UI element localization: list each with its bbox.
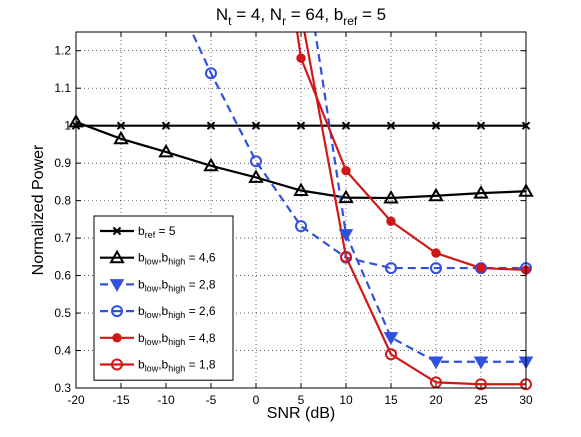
x-tick-label: 30 [519,393,533,407]
y-tick-label: 0.7 [54,231,71,245]
chart-title: Nt = 4, Nr = 64, bref = 5 [216,5,386,28]
data-point-2 [473,185,489,199]
y-tick-label: 0.4 [54,344,71,358]
x-tick-label: 10 [339,393,353,407]
data-point-1 [161,121,171,130]
data-point-2 [248,169,264,183]
y-tick-label: 0.3 [54,381,71,395]
data-point-1 [431,121,441,130]
data-point-5 [431,248,441,258]
data-point-5 [386,216,396,226]
data-point-1 [341,121,351,130]
data-point-1 [386,121,396,130]
y-axis-label: Normalized Power [30,144,47,275]
legend-marker [109,249,125,264]
data-point-5 [341,165,351,176]
x-tick-label: 25 [474,393,488,407]
data-point-6 [340,250,352,263]
data-point-1 [116,121,126,130]
data-point-4 [250,155,262,168]
data-point-4 [475,262,487,275]
data-point-3 [428,356,444,370]
data-point-2 [203,157,219,172]
data-point-1 [251,121,261,130]
legend-entry-label: blow,bhigh = 2,6 [138,304,216,320]
legend-marker [112,226,122,236]
data-point-5 [476,263,486,273]
y-tick-label: 1 [64,119,71,133]
y-tick-label: 1.2 [54,44,71,58]
y-tick-label: 0.5 [54,306,71,320]
plot-frame [75,31,527,389]
x-tick-label: -5 [206,393,217,407]
data-point-3 [338,229,354,242]
y-tick-label: 0.6 [54,269,71,283]
data-point-6 [475,378,487,391]
legend-entry-label: blow,bhigh = 4,8 [138,331,216,347]
x-tick-label: -15 [112,393,130,407]
data-point-4 [385,262,397,275]
data-point-2 [338,189,354,204]
data-point-1 [476,121,486,130]
data-point-5 [296,53,306,63]
x-tick-label: 20 [429,393,443,407]
x-tick-label: -20 [67,393,85,407]
data-point-2 [113,130,129,145]
data-point-2 [293,182,309,197]
marker-layer [68,53,534,391]
x-tick-label: 0 [253,393,260,407]
x-axis-label: SNR (dB) [267,405,335,422]
data-point-6 [430,376,442,389]
axis-ticks [75,32,527,389]
data-point-6 [385,348,397,361]
y-tick-labels: 0.3 0.4 0.5 0.6 0.7 0.8 0.9 1 1.1 1.2 [54,44,71,395]
x-tick-label: -10 [157,393,175,407]
data-point-2 [383,189,399,204]
data-point-3 [383,332,399,345]
legend-entry-label: blow,bhigh = 2,8 [138,277,216,293]
legend-box [93,215,234,381]
data-point-1 [206,121,216,130]
data-point-1 [296,121,306,130]
data-point-2 [428,187,444,202]
series-line-6 [303,32,526,386]
legend-marker [111,305,123,318]
series-line-3 [314,32,526,363]
y-tick-label: 1.1 [54,81,71,95]
legend: bref = 5 blow,bhigh = 4,6 blow,bhigh = 2,8… [93,215,234,381]
legend-marker [111,358,123,371]
y-tick-label: 0.8 [54,194,71,208]
data-point-4 [205,67,217,80]
x-tick-label: 5 [298,393,305,407]
legend-entry-label: blow,bhigh = 1,8 [138,358,216,374]
y-tick-label: 0.9 [54,156,71,170]
x-tick-label: 15 [384,393,398,407]
legend-entry-label: bref = 5 [138,224,176,240]
data-point-3 [473,356,489,370]
data-point-4 [295,220,307,233]
data-point-2 [158,143,174,158]
series-line-2 [76,120,526,200]
x-tick-labels: -20 -15 -10 -5 0 5 10 15 20 25 30 [67,393,533,407]
legend-marker [109,279,125,292]
data-point-4 [430,262,442,275]
legend-entry-label: blow,bhigh = 4,6 [138,251,216,267]
legend-marker [112,333,122,343]
